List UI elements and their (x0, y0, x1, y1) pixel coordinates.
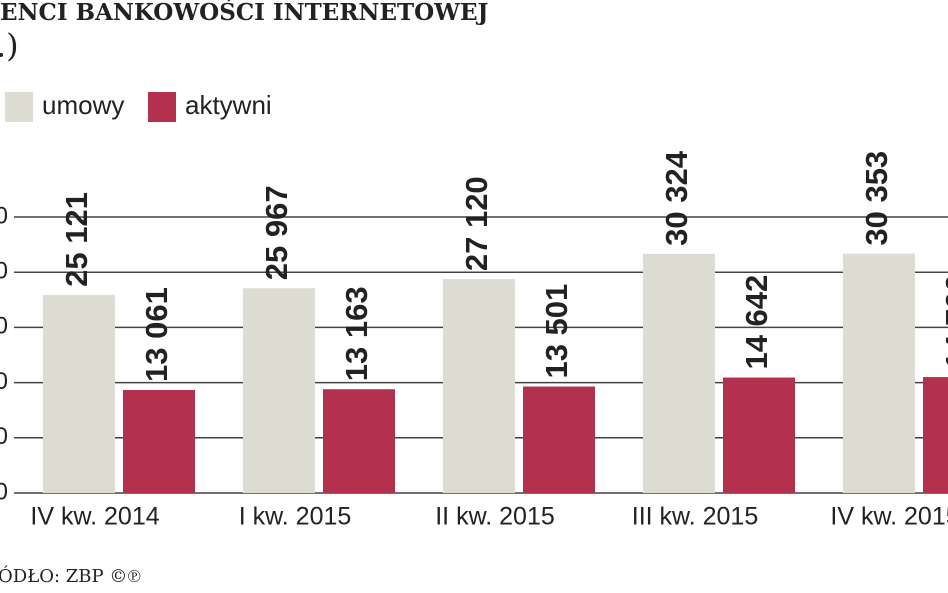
bar (723, 377, 795, 493)
x-tick-label: II kw. 2015 (435, 503, 555, 531)
y-tick-label: 7000 (0, 423, 8, 450)
value-label: 14 642 (739, 275, 774, 370)
legend-label: umowy (42, 90, 124, 120)
y-tick-label: 28000 (0, 258, 8, 285)
bar (643, 253, 715, 493)
x-tick-label: IV kw. 2015 (830, 503, 948, 531)
bar (443, 279, 515, 493)
chart-title: ENCI BANKOWOŚCI INTERNETOWEJ (0, 0, 488, 26)
value-label: 30 324 (659, 150, 694, 246)
bar (923, 377, 948, 493)
x-tick-label: I kw. 2015 (239, 503, 352, 531)
value-label: 13 061 (139, 287, 174, 382)
x-tick-label: III kw. 2015 (632, 503, 758, 531)
value-label: 25 121 (59, 192, 94, 287)
bar (843, 253, 915, 493)
y-tick-label: 14000 (0, 368, 8, 395)
y-tick-label: 35000 (0, 202, 8, 229)
source: ÓDŁO: ZBP ©℗ (0, 564, 141, 587)
legend-label: aktywni (185, 90, 272, 120)
chart-subtitle: .) (0, 27, 19, 65)
value-label: 13 501 (539, 284, 574, 379)
y-tick-label: 21000 (0, 313, 8, 340)
value-label: 13 163 (339, 286, 374, 381)
value-label: 27 120 (459, 176, 494, 271)
value-label: 30 353 (859, 151, 894, 246)
bar (523, 386, 595, 493)
legend-swatch (148, 92, 176, 122)
bar (243, 288, 315, 493)
value-label: 14 700 (939, 274, 948, 369)
bar (43, 294, 115, 493)
y-tick-label: 0 (0, 478, 8, 505)
bar (323, 389, 395, 493)
value-label: 25 967 (259, 185, 294, 280)
bar (123, 390, 195, 493)
legend-swatch (5, 92, 33, 122)
x-tick-label: IV kw. 2014 (30, 503, 159, 531)
